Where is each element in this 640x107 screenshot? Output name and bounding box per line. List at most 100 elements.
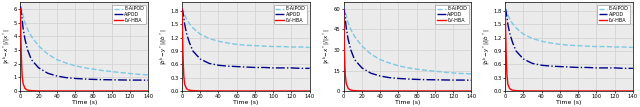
AiPOD bbox=[506, 33, 513, 34]
AiPOD bbox=[306, 68, 314, 69]
Line: LV-HBA: LV-HBA bbox=[182, 9, 310, 91]
E-AiPOD bbox=[394, 65, 402, 66]
LV-HBA bbox=[515, 90, 523, 91]
AiPOD bbox=[44, 73, 52, 74]
Legend: E-AiPOD, AiPOD, LV-HBA: E-AiPOD, AiPOD, LV-HBA bbox=[597, 4, 630, 24]
E-AiPOD bbox=[413, 68, 420, 70]
LV-HBA bbox=[344, 88, 352, 89]
E-AiPOD bbox=[340, 6, 348, 7]
AiPOD bbox=[251, 67, 259, 68]
LV-HBA bbox=[467, 90, 475, 92]
LV-HBA bbox=[306, 90, 314, 92]
AiPOD bbox=[117, 79, 125, 81]
E-AiPOD bbox=[367, 53, 375, 55]
AiPOD bbox=[340, 6, 348, 7]
AiPOD bbox=[19, 27, 27, 29]
AiPOD bbox=[593, 67, 600, 69]
AiPOD bbox=[547, 65, 555, 67]
E-AiPOD bbox=[385, 62, 393, 64]
AiPOD bbox=[214, 65, 222, 66]
E-AiPOD bbox=[529, 38, 536, 39]
LV-HBA bbox=[179, 28, 186, 29]
E-AiPOD bbox=[538, 41, 545, 42]
LV-HBA bbox=[19, 75, 26, 77]
AiPOD bbox=[556, 66, 564, 67]
E-AiPOD bbox=[19, 11, 26, 12]
Line: E-AiPOD: E-AiPOD bbox=[505, 8, 633, 47]
AiPOD bbox=[242, 66, 250, 68]
LV-HBA bbox=[26, 90, 33, 91]
E-AiPOD bbox=[602, 46, 609, 47]
LV-HBA bbox=[62, 90, 70, 92]
AiPOD bbox=[449, 79, 457, 81]
LV-HBA bbox=[251, 90, 259, 92]
AiPOD bbox=[260, 67, 268, 68]
LV-HBA bbox=[44, 90, 52, 92]
AiPOD bbox=[179, 11, 187, 13]
E-AiPOD bbox=[19, 15, 27, 16]
Legend: E-AiPOD, AiPOD, LV-HBA: E-AiPOD, AiPOD, LV-HBA bbox=[274, 4, 307, 24]
E-AiPOD bbox=[178, 7, 186, 9]
LV-HBA bbox=[35, 90, 42, 91]
AiPOD bbox=[24, 49, 31, 51]
E-AiPOD bbox=[28, 36, 35, 37]
E-AiPOD bbox=[440, 71, 448, 73]
E-AiPOD bbox=[21, 22, 29, 23]
Line: LV-HBA: LV-HBA bbox=[505, 9, 633, 91]
E-AiPOD bbox=[297, 46, 305, 48]
AiPOD bbox=[620, 68, 628, 69]
E-AiPOD bbox=[306, 47, 314, 48]
Y-axis label: $|b^k\!-\!y^*|/|b^*|$: $|b^k\!-\!y^*|/|b^*|$ bbox=[482, 28, 492, 65]
AiPOD bbox=[509, 42, 516, 43]
LV-HBA bbox=[547, 90, 555, 92]
E-AiPOD bbox=[629, 47, 637, 48]
AiPOD bbox=[269, 67, 277, 69]
E-AiPOD bbox=[503, 11, 511, 13]
AiPOD bbox=[358, 67, 365, 68]
LV-HBA bbox=[184, 89, 192, 91]
E-AiPOD bbox=[90, 68, 97, 70]
E-AiPOD bbox=[126, 73, 134, 74]
E-AiPOD bbox=[512, 27, 520, 29]
LV-HBA bbox=[17, 33, 24, 34]
LV-HBA bbox=[503, 75, 511, 76]
E-AiPOD bbox=[144, 74, 152, 76]
AiPOD bbox=[17, 11, 25, 12]
Line: E-AiPOD: E-AiPOD bbox=[20, 6, 148, 75]
E-AiPOD bbox=[501, 7, 509, 9]
LV-HBA bbox=[90, 90, 97, 92]
LV-HBA bbox=[182, 88, 190, 89]
AiPOD bbox=[351, 59, 358, 60]
LV-HBA bbox=[341, 66, 349, 67]
LV-HBA bbox=[181, 84, 189, 85]
E-AiPOD bbox=[233, 44, 241, 45]
LV-HBA bbox=[520, 90, 527, 91]
AiPOD bbox=[28, 59, 35, 60]
AiPOD bbox=[181, 24, 189, 25]
AiPOD bbox=[342, 27, 350, 29]
E-AiPOD bbox=[584, 45, 591, 47]
E-AiPOD bbox=[53, 59, 61, 60]
E-AiPOD bbox=[342, 15, 350, 16]
LV-HBA bbox=[21, 88, 29, 89]
LV-HBA bbox=[358, 90, 365, 91]
AiPOD bbox=[376, 75, 384, 77]
LV-HBA bbox=[508, 89, 515, 91]
E-AiPOD bbox=[135, 74, 143, 75]
LV-HBA bbox=[504, 84, 512, 85]
E-AiPOD bbox=[189, 27, 196, 29]
Legend: E-AiPOD, AiPOD, LV-HBA: E-AiPOD, AiPOD, LV-HBA bbox=[112, 4, 146, 24]
AiPOD bbox=[178, 7, 186, 9]
LV-HBA bbox=[629, 90, 637, 92]
E-AiPOD bbox=[44, 53, 52, 55]
LV-HBA bbox=[17, 52, 25, 53]
LV-HBA bbox=[340, 52, 348, 53]
E-AiPOD bbox=[376, 59, 384, 60]
AiPOD bbox=[501, 7, 509, 9]
E-AiPOD bbox=[278, 46, 286, 47]
LV-HBA bbox=[180, 75, 188, 76]
E-AiPOD bbox=[99, 70, 106, 71]
E-AiPOD bbox=[611, 46, 618, 48]
LV-HBA bbox=[574, 90, 582, 92]
E-AiPOD bbox=[342, 11, 349, 12]
